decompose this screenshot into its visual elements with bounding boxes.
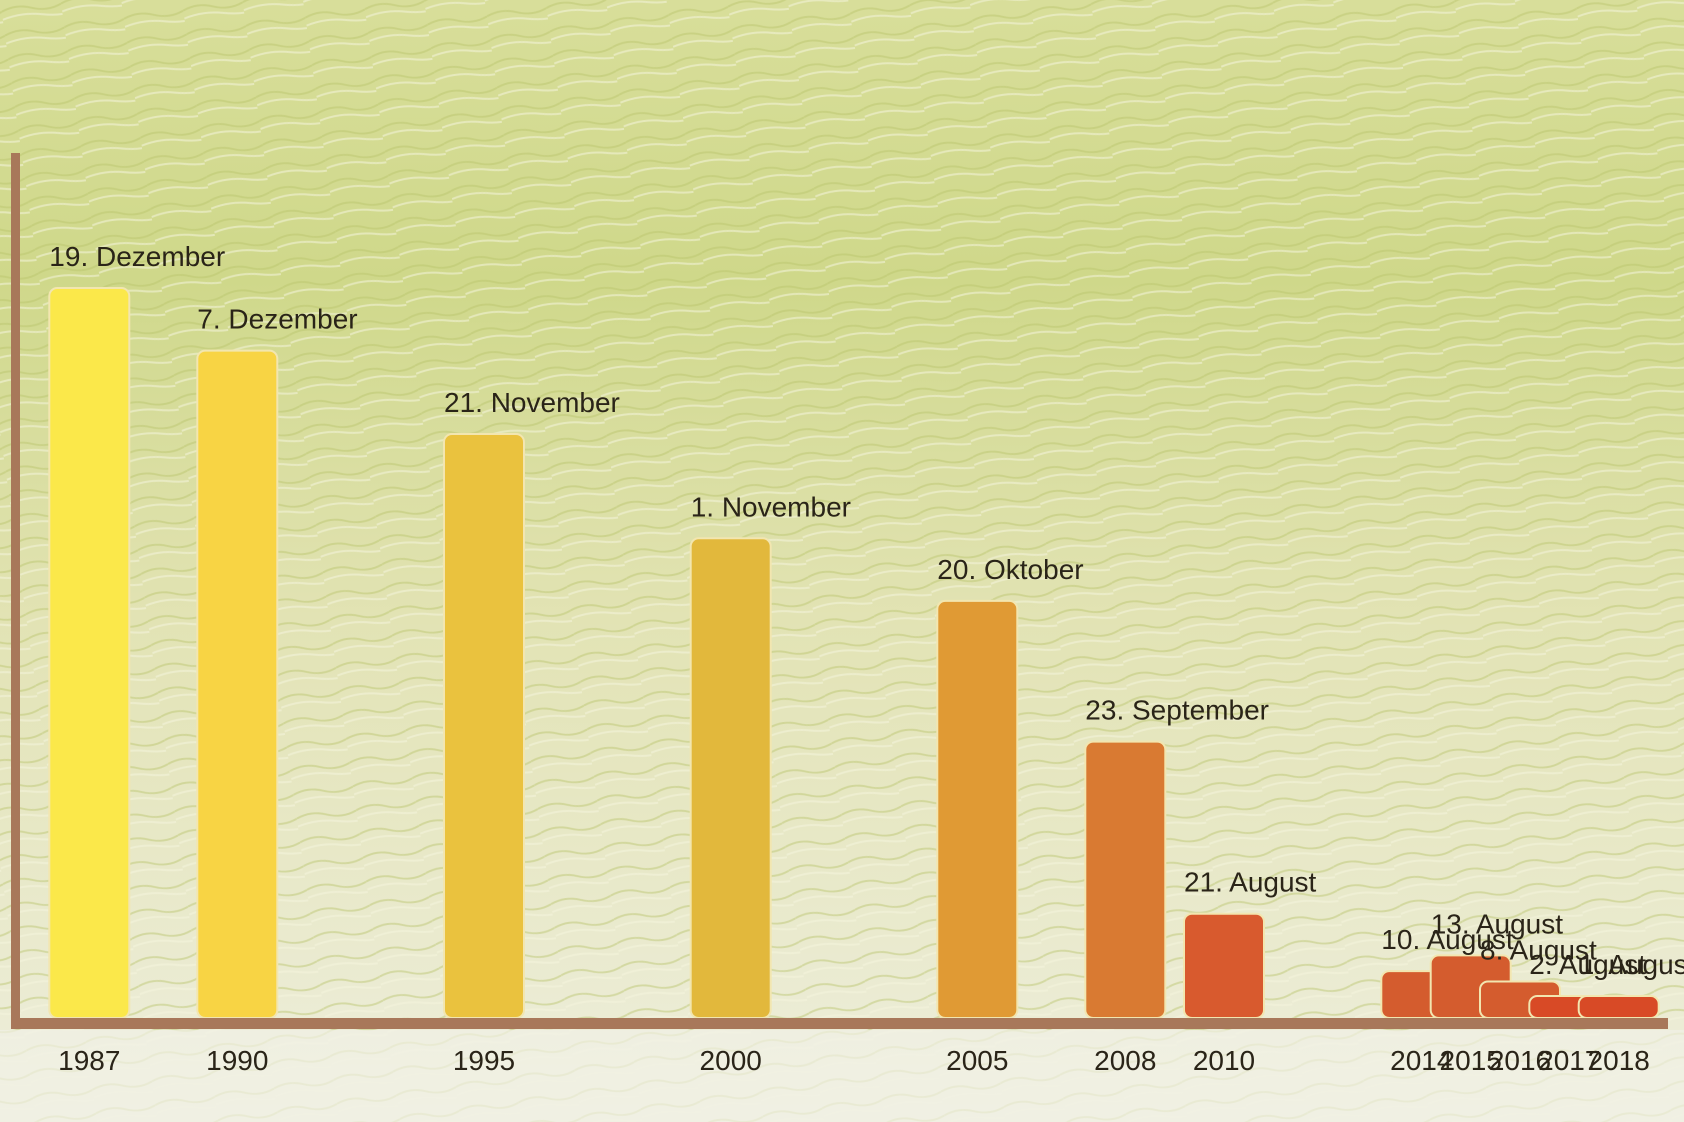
x-tick-label-2018: 2018	[1588, 1045, 1650, 1076]
x-tick-label-2017: 2017	[1538, 1045, 1600, 1076]
data-label-2008: 23. September	[1085, 695, 1269, 726]
data-label-2017: 2. August	[1529, 949, 1646, 980]
bar-1987	[48, 287, 131, 1019]
x-tick-label-2010: 2010	[1193, 1045, 1255, 1076]
data-label-2005: 20. Oktober	[937, 554, 1083, 585]
y-axis-line	[11, 153, 20, 1026]
x-tick-label-1987: 1987	[58, 1045, 120, 1076]
x-tick-label-1995: 1995	[453, 1045, 515, 1076]
data-label-2015: 13. August	[1431, 908, 1564, 939]
data-label-2016: 8. August	[1480, 935, 1597, 966]
bar-1995	[443, 433, 525, 1019]
bar-2008	[1084, 740, 1167, 1019]
data-label-1987: 19. Dezember	[49, 241, 225, 272]
data-label-2018: 1. August	[1579, 949, 1684, 980]
x-tick-label-2015: 2015	[1440, 1045, 1502, 1076]
x-tick-label-2005: 2005	[946, 1045, 1008, 1076]
bar-2005	[936, 599, 1019, 1020]
bar-2000	[689, 537, 772, 1019]
bar-2018	[1577, 995, 1660, 1019]
data-label-1990: 7. Dezember	[197, 304, 357, 335]
x-tick-label-1990: 1990	[206, 1045, 268, 1076]
bars-group	[48, 287, 1660, 1020]
data-label-1995: 21. November	[444, 387, 620, 418]
x-tick-label-2014: 2014	[1390, 1045, 1452, 1076]
data-labels-group: 19. Dezember 7. Dezember 21. November 1. No…	[49, 241, 1684, 980]
bar-1990	[196, 349, 279, 1020]
x-tick-label-2000: 2000	[700, 1045, 762, 1076]
bar-2010	[1183, 912, 1265, 1020]
data-label-2014: 10. August	[1381, 924, 1514, 955]
tick-labels-group: 1987 1990 1995 2000 2005 2008 2010 201420152016…	[58, 1045, 1650, 1076]
data-label-2000: 1. November	[691, 491, 851, 522]
x-tick-label-2016: 2016	[1489, 1045, 1551, 1076]
data-label-2010: 21. August	[1184, 867, 1317, 898]
x-tick-label-2008: 2008	[1094, 1045, 1156, 1076]
x-axis-line	[11, 1018, 1668, 1029]
